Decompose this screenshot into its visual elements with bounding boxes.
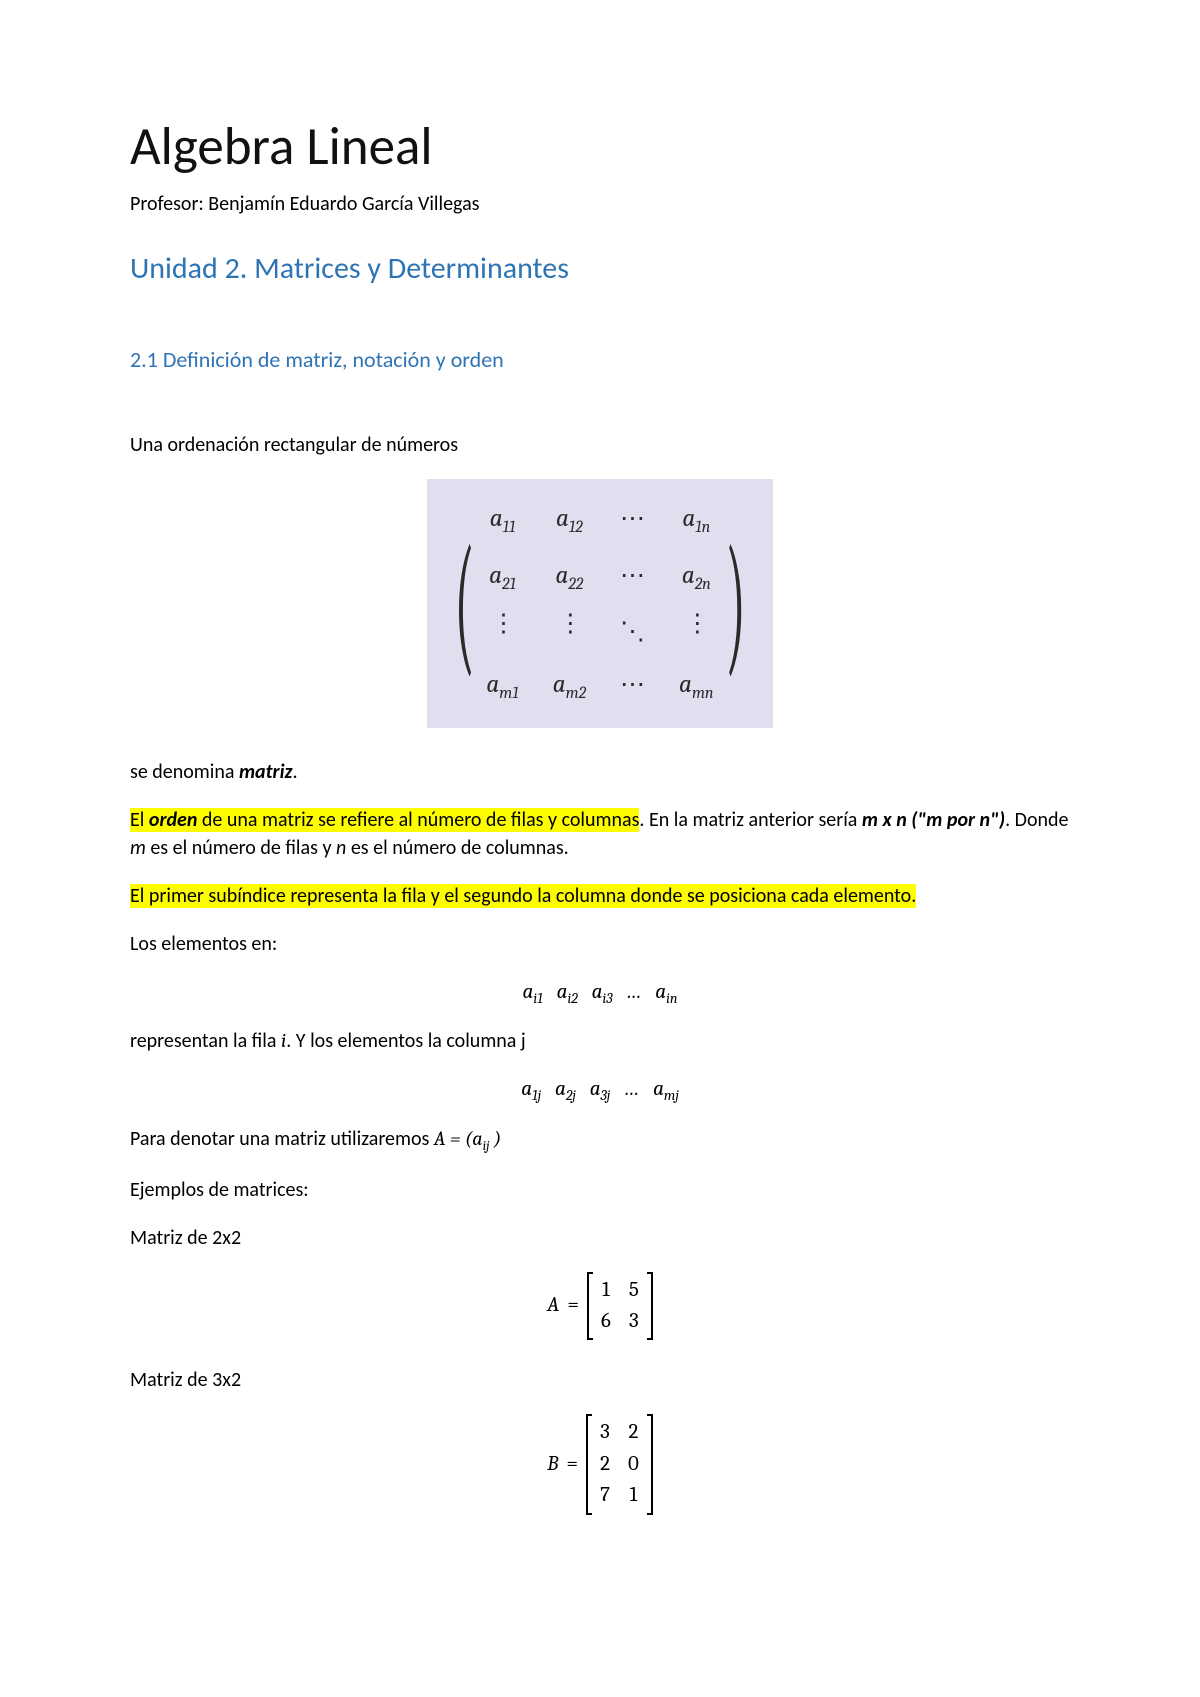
- generic-matrix: ( a11 a12 ⋯ a1n a21 a22 ⋯ a2n ⋮ ⋮ ⋱ ⋮ am1 am2 ⋯ amn ): [427, 479, 773, 728]
- paragraph-orden: El orden de una matriz se refiere al núm…: [130, 806, 1070, 862]
- text: es el número de columnas.: [346, 836, 568, 860]
- cell: ⋱: [620, 614, 645, 649]
- paren-left-icon: (: [454, 538, 475, 670]
- paragraph-denote: Para denotar una matriz utilizaremos A =…: [130, 1125, 1070, 1156]
- highlight-subindice: El primer subíndice representa la fila y…: [130, 884, 916, 908]
- text: Para denotar una matriz utilizaremos: [130, 1127, 434, 1151]
- unit-heading: Unidad 2. Matrices y Determinantes: [130, 248, 1070, 290]
- cell: am2: [553, 667, 586, 706]
- paragraph-subindice: El primer subíndice representa la fila y…: [130, 882, 1070, 910]
- paragraph-representan: representan la fila i. Y los elementos l…: [130, 1027, 1070, 1055]
- matrix-B-name: B: [547, 1450, 558, 1479]
- sub-heading: 2.1 Definición de matriz, notación y ord…: [130, 345, 1070, 376]
- bracket-right-icon: [647, 1272, 653, 1341]
- paragraph-ejemplos: Ejemplos de matrices:: [130, 1176, 1070, 1204]
- professor-line: Profesor: Benjamín Eduardo García Villeg…: [130, 190, 1070, 218]
- var-n: n: [336, 836, 346, 860]
- text: . Y los elementos la columna j: [286, 1029, 525, 1053]
- text: . Donde: [1005, 808, 1068, 832]
- paragraph-denomina: se denomina matriz.: [130, 758, 1070, 786]
- bracket-right-icon: [647, 1414, 653, 1514]
- matrix-A-bracket: 1563: [587, 1272, 653, 1341]
- equals: =: [567, 1291, 579, 1320]
- cell: ⋮: [486, 614, 518, 649]
- cell: a2n: [679, 558, 714, 597]
- text: de una matriz se refiere al número de fi…: [197, 808, 639, 832]
- paragraph-intro: Una ordenación rectangular de números: [130, 431, 1070, 459]
- matrix-B-cells: 322071: [592, 1414, 647, 1514]
- matrix-cell: 1: [601, 1276, 611, 1305]
- equals: =: [566, 1450, 578, 1479]
- matrix-cell: 3: [600, 1418, 610, 1447]
- matrix-cell: 5: [629, 1276, 639, 1305]
- matrix-cell: 7: [600, 1481, 610, 1510]
- mxn-term: m x n ("m por n"): [862, 808, 1005, 832]
- generic-matrix-grid: a11 a12 ⋯ a1n a21 a22 ⋯ a2n ⋮ ⋮ ⋱ ⋮ am1 am2 ⋯ amn: [486, 501, 713, 706]
- orden-term: orden: [149, 808, 198, 832]
- cell: ⋯: [620, 501, 645, 540]
- matrix-cell: 3: [629, 1307, 639, 1336]
- matrix-B: B = 322071: [130, 1414, 1070, 1514]
- paren-right-icon: ): [725, 538, 746, 670]
- matrix-cell: 2: [600, 1450, 610, 1479]
- cell: amn: [679, 667, 714, 706]
- cell: a11: [486, 501, 518, 540]
- cell: ⋮: [553, 614, 586, 649]
- matrix-cell: 6: [601, 1307, 611, 1336]
- text: .: [292, 760, 297, 784]
- highlight-orden: El orden de una matriz se refiere al núm…: [130, 808, 639, 832]
- matrix-cell: 0: [628, 1450, 639, 1479]
- cell: ⋯: [620, 667, 645, 706]
- text: . En la matriz anterior sería: [639, 808, 862, 832]
- cell: ⋮: [679, 614, 714, 649]
- matrix-A: A = 1563: [130, 1272, 1070, 1341]
- formula-row-i: ai1 ai2 ai3 … ain: [130, 978, 1070, 1009]
- cell: ⋯: [620, 558, 645, 597]
- matrix-B-bracket: 322071: [586, 1414, 653, 1514]
- matrix-cell: 1: [628, 1481, 639, 1510]
- denote-math: A = (aij ): [434, 1127, 501, 1150]
- var-m: m: [130, 836, 146, 860]
- matrix-A-cells: 1563: [593, 1272, 647, 1341]
- matrix-cell: 2: [628, 1418, 639, 1447]
- text: se denomina: [130, 760, 239, 784]
- cell: a22: [553, 558, 586, 597]
- matriz-term: matriz: [239, 760, 292, 784]
- text: es el número de filas y: [146, 836, 336, 860]
- cell: am1: [486, 667, 518, 706]
- paragraph-elementos-en: Los elementos en:: [130, 930, 1070, 958]
- text: El: [130, 808, 149, 832]
- matrix-A-name: A: [547, 1291, 559, 1320]
- cell: a12: [553, 501, 586, 540]
- formula-col-j: a1j a2j a3j … amj: [130, 1075, 1070, 1106]
- text: representan la fila: [130, 1029, 281, 1053]
- paragraph-m3x2: Matriz de 3x2: [130, 1366, 1070, 1394]
- paragraph-m2x2: Matriz de 2x2: [130, 1224, 1070, 1252]
- cell: a21: [486, 558, 518, 597]
- page-title: Algebra Lineal: [130, 110, 1070, 184]
- cell: a1n: [679, 501, 714, 540]
- generic-matrix-container: ( a11 a12 ⋯ a1n a21 a22 ⋯ a2n ⋮ ⋮ ⋱ ⋮ am1 am2 ⋯ amn ): [130, 479, 1070, 728]
